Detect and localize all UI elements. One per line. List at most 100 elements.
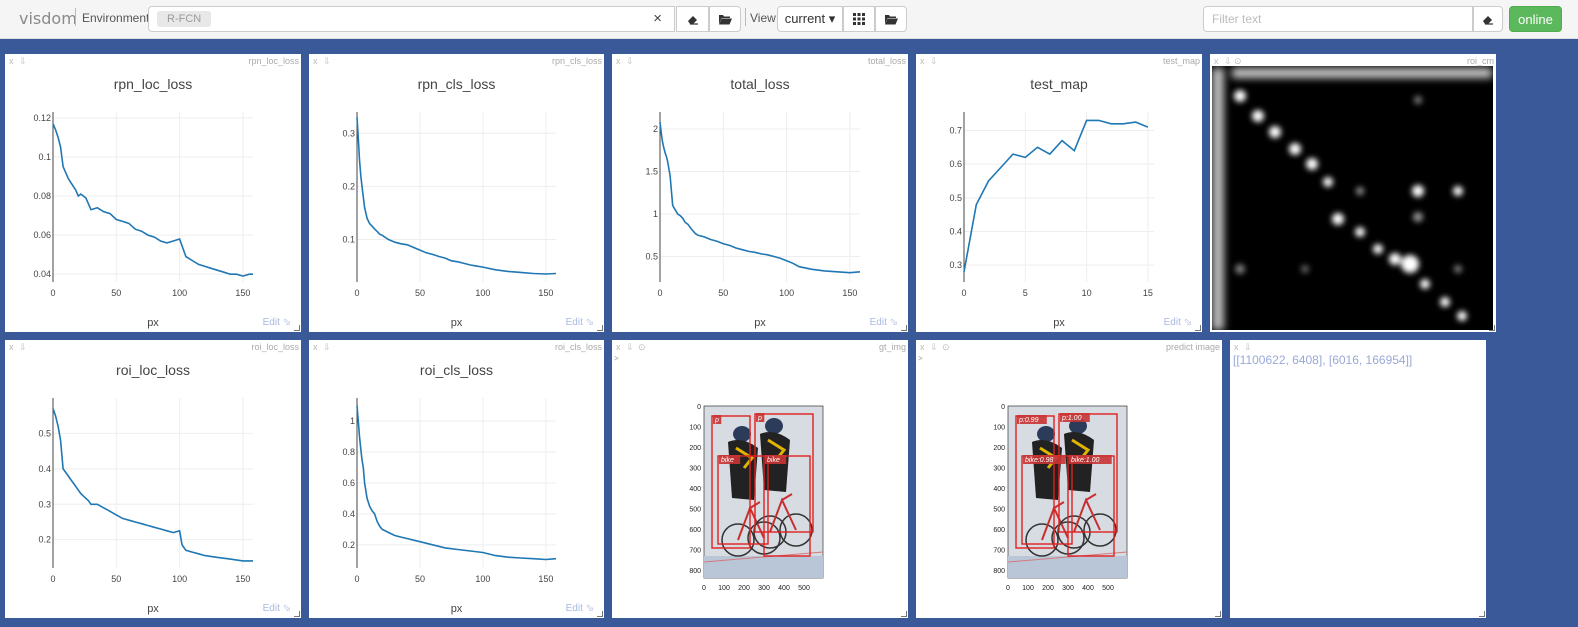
reset-icon[interactable]: ⊙ xyxy=(1234,56,1242,66)
environment-chip[interactable]: R-FCN xyxy=(157,11,212,27)
download-icon[interactable]: ⇩ xyxy=(1244,342,1252,352)
edit-link[interactable]: Edit ⬂ xyxy=(262,317,291,328)
pane-total-loss[interactable]: x ⇩ total_loss total_loss 0 50 100 150 0.5 1 1.… xyxy=(612,54,908,332)
resize-handle[interactable] xyxy=(597,325,603,331)
edit-link[interactable]: Edit ⬂ xyxy=(869,317,898,328)
series-line[interactable] xyxy=(659,122,861,274)
environment-select[interactable]: R-FCN × xyxy=(148,6,675,32)
y-tick-label: 600 xyxy=(993,527,1005,534)
x-axis-label: px xyxy=(451,317,463,329)
close-icon[interactable]: x xyxy=(920,342,925,352)
download-icon[interactable]: ⇩ xyxy=(323,342,331,352)
pane-test-map[interactable]: x ⇩ test_map test_map 0 5 10 15 0.3 0.4 0.5 0.6 0… xyxy=(916,54,1202,332)
x-axis-label: px xyxy=(451,603,463,615)
line-chart[interactable]: rpn_cls_loss 0 50 100 150 0.1 0.2 0.3 px xyxy=(309,54,604,332)
y-tick-label: 300 xyxy=(993,466,1005,473)
pane-rpn-cls-loss[interactable]: x ⇩ rpn_cls_loss rpn_cls_loss 0 50 100 150 0.… xyxy=(309,54,604,332)
close-icon[interactable]: x xyxy=(616,342,621,352)
series-line[interactable] xyxy=(356,405,557,561)
pane-title: test_map xyxy=(1162,56,1200,66)
close-icon[interactable]: x xyxy=(313,56,318,66)
pane-rpn-loc-loss[interactable]: x ⇩ rpn_loc_loss rpn_loc_loss 0 50 100 150 0.… xyxy=(5,54,301,332)
resize-handle[interactable] xyxy=(1215,611,1221,617)
manage-env-button[interactable] xyxy=(709,6,741,32)
edit-link[interactable]: Edit ⬂ xyxy=(565,603,594,614)
resize-handle[interactable] xyxy=(597,611,603,617)
resize-handle[interactable] xyxy=(901,611,907,617)
close-icon[interactable]: x xyxy=(313,342,318,352)
series-line[interactable] xyxy=(52,408,253,562)
x-tick-label: 0 xyxy=(702,585,706,592)
x-tick-label: 10 xyxy=(1082,288,1092,298)
edit-link[interactable]: Edit ⬂ xyxy=(262,603,291,614)
series-line[interactable] xyxy=(356,117,557,275)
resize-handle[interactable] xyxy=(1479,611,1485,617)
pane-text[interactable]: x ⇩ [[1100622, 6408], [6016, 166954]] xyxy=(1230,340,1486,618)
line-chart[interactable]: rpn_loc_loss 0 50 100 150 0.04 0.06 0.08 0.1 0.12… xyxy=(5,54,301,332)
close-icon[interactable]: x xyxy=(1234,342,1239,352)
pane-roi-loc-loss[interactable]: x ⇩ roi_loc_loss roi_loc_loss 0 50 100 150 0.… xyxy=(5,340,301,618)
x-tick-label: 0 xyxy=(657,288,662,298)
line-chart[interactable]: total_loss 0 50 100 150 0.5 1 1.5 2 px xyxy=(612,54,908,332)
folder-open-icon xyxy=(884,14,898,24)
y-tick-label: 100 xyxy=(993,425,1005,432)
repack-button[interactable] xyxy=(843,6,875,32)
online-status-button[interactable]: online xyxy=(1509,6,1562,32)
close-icon[interactable]: x xyxy=(9,342,14,352)
close-icon[interactable]: x xyxy=(920,56,925,66)
resize-handle[interactable] xyxy=(294,611,300,617)
download-icon[interactable]: ⇩ xyxy=(930,342,938,352)
download-icon[interactable]: ⇩ xyxy=(626,342,634,352)
pane-predict-image[interactable]: x ⇩ ⊙ predict image > 0 100 200 300 400 500 0 1… xyxy=(916,340,1222,618)
box-label-bg xyxy=(719,455,741,464)
edit-link[interactable]: Edit ⬂ xyxy=(1163,317,1192,328)
pane-roi-cls-loss[interactable]: x ⇩ roi_cls_loss roi_cls_loss 0 50 100 150 0.… xyxy=(309,340,604,618)
y-tick-label: 700 xyxy=(689,548,701,555)
series-line[interactable] xyxy=(963,119,1149,273)
view-select[interactable]: current ▾ xyxy=(777,6,843,32)
resize-handle[interactable] xyxy=(1195,325,1201,331)
line-chart[interactable]: test_map 0 5 10 15 0.3 0.4 0.5 0.6 0.7 px xyxy=(916,54,1202,332)
edit-link[interactable]: Edit ⬂ xyxy=(565,317,594,328)
close-icon[interactable]: x xyxy=(616,56,621,66)
confusion-matrix-image xyxy=(1212,66,1493,330)
chart-title: total_loss xyxy=(730,76,789,92)
folder-open-icon xyxy=(718,14,732,24)
x-tick-label: 50 xyxy=(111,288,121,298)
line-chart[interactable]: roi_loc_loss 0 50 100 150 0.2 0.3 0.4 0.5 px xyxy=(5,340,301,618)
close-icon[interactable]: x xyxy=(1214,56,1219,66)
download-icon[interactable]: ⇩ xyxy=(19,342,27,352)
clear-filter-button[interactable] xyxy=(1473,6,1503,32)
app-logo: visdom xyxy=(19,9,77,28)
download-icon[interactable]: ⇩ xyxy=(1224,56,1232,66)
download-icon[interactable]: ⇩ xyxy=(323,56,331,66)
reset-icon[interactable]: ⊙ xyxy=(942,342,950,352)
resize-handle[interactable] xyxy=(294,325,300,331)
x-tick-label: 400 xyxy=(1082,585,1094,592)
clear-env-button[interactable] xyxy=(676,6,709,32)
divider xyxy=(745,8,746,26)
box-label: bike xyxy=(767,457,780,464)
x-tick-label: 300 xyxy=(758,585,770,592)
download-icon[interactable]: ⇩ xyxy=(19,56,27,66)
y-tick-label: 1.5 xyxy=(645,167,658,177)
download-icon[interactable]: ⇩ xyxy=(626,56,634,66)
line-chart[interactable]: roi_cls_loss 0 50 100 150 0.2 0.4 0.6 0.8 1 px xyxy=(309,340,604,618)
expand-arrow[interactable]: > xyxy=(918,354,923,363)
pane-gt-img[interactable]: x ⇩ ⊙ gt_img > 0 100 200 300 400 500 0 100 200 30… xyxy=(612,340,908,618)
filter-input[interactable] xyxy=(1203,6,1473,32)
expand-arrow[interactable]: > xyxy=(614,354,619,363)
clear-environment-icon[interactable]: × xyxy=(653,10,662,27)
series-line[interactable] xyxy=(52,123,253,277)
resize-handle[interactable] xyxy=(1489,325,1495,331)
close-icon[interactable]: x xyxy=(9,56,14,66)
y-tick-label: 0.4 xyxy=(949,227,962,237)
manage-views-button[interactable] xyxy=(875,6,907,32)
resize-handle[interactable] xyxy=(901,325,907,331)
pane-bar: x ⇩ ⊙ gt_img xyxy=(612,340,908,354)
pane-roi-cm[interactable]: x ⇩ ⊙ roi_cm xyxy=(1210,54,1496,332)
pane-title: roi_cm xyxy=(1466,56,1494,66)
x-tick-label: 50 xyxy=(111,574,121,584)
reset-icon[interactable]: ⊙ xyxy=(638,342,646,352)
download-icon[interactable]: ⇩ xyxy=(930,56,938,66)
